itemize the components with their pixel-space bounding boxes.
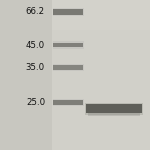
FancyBboxPatch shape [52,8,84,16]
FancyBboxPatch shape [86,104,142,113]
Text: 25.0: 25.0 [26,98,45,107]
FancyBboxPatch shape [0,0,52,150]
FancyBboxPatch shape [88,113,140,116]
FancyBboxPatch shape [85,103,142,115]
FancyBboxPatch shape [53,9,83,15]
FancyBboxPatch shape [53,100,83,105]
FancyBboxPatch shape [52,41,84,49]
Text: 35.0: 35.0 [26,63,45,72]
FancyBboxPatch shape [53,65,83,70]
FancyBboxPatch shape [52,0,150,30]
FancyBboxPatch shape [53,42,83,47]
FancyBboxPatch shape [52,0,150,150]
FancyBboxPatch shape [52,64,84,71]
FancyBboxPatch shape [52,99,84,106]
Text: 66.2: 66.2 [26,8,45,16]
Text: 45.0: 45.0 [26,40,45,50]
